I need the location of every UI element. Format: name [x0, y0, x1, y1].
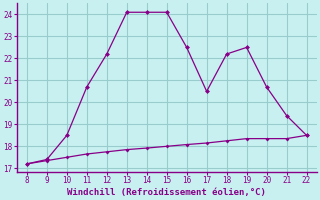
X-axis label: Windchill (Refroidissement éolien,°C): Windchill (Refroidissement éolien,°C)	[67, 188, 266, 197]
